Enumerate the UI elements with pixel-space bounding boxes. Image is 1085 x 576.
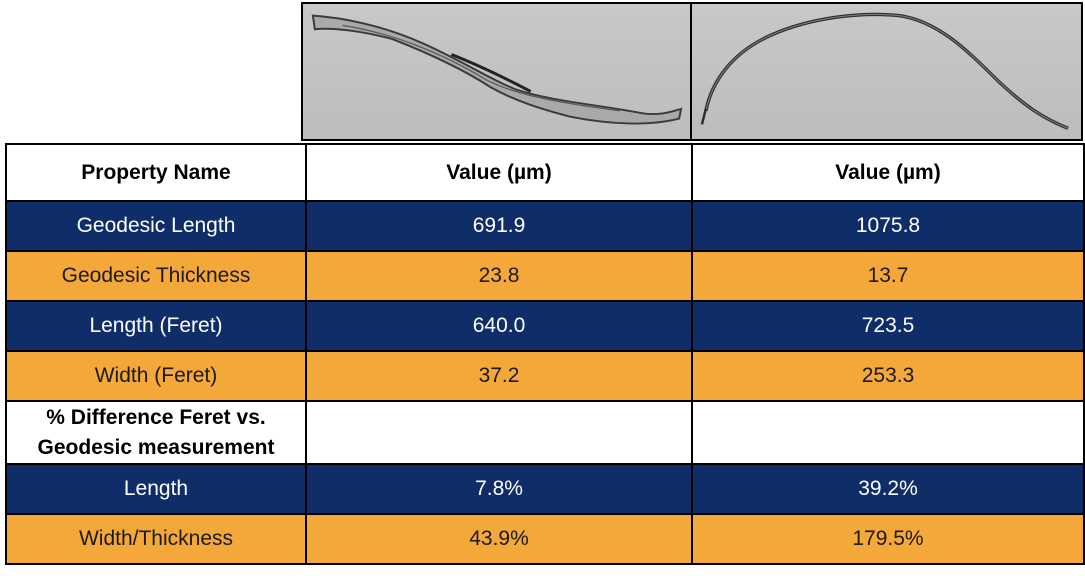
- row-value-1: 37.2: [305, 350, 693, 402]
- fiber-straight-icon: [311, 14, 683, 125]
- properties-table: Property Name Value (µm) Value (µm) Geod…: [5, 143, 1085, 565]
- section-label-line-1: % Difference Feret vs.: [46, 405, 266, 429]
- table-row: Width (Feret) 37.2 253.3: [5, 350, 1085, 402]
- section-label-line-2: Geodesic measurement: [37, 435, 275, 459]
- row-value-2: 13.7: [691, 250, 1085, 302]
- table-row: Length 7.8% 39.2%: [5, 463, 1085, 515]
- row-label: Width/Thickness: [5, 513, 307, 565]
- row-value-1: 640.0: [305, 300, 693, 352]
- row-value-1: 7.8%: [305, 463, 693, 515]
- row-label: Length (Feret): [5, 300, 307, 352]
- fiber-micrograph-1: [301, 2, 692, 141]
- fiber-curved-icon: [700, 12, 1069, 130]
- row-label: Width (Feret): [5, 350, 307, 402]
- section-header-row: % Difference Feret vs. Geodesic measurem…: [5, 400, 1085, 465]
- table-row: Geodesic Thickness 23.8 13.7: [5, 250, 1085, 302]
- section-empty-1: [305, 400, 693, 465]
- table-row: Length (Feret) 640.0 723.5: [5, 300, 1085, 352]
- table-row: Geodesic Length 691.9 1075.8: [5, 200, 1085, 252]
- micrograph-images: [301, 2, 1085, 143]
- row-value-2: 253.3: [691, 350, 1085, 402]
- row-label: Geodesic Length: [5, 200, 307, 252]
- section-empty-2: [691, 400, 1085, 465]
- header-value-1: Value (µm): [305, 143, 693, 202]
- section-label: % Difference Feret vs. Geodesic measurem…: [5, 400, 307, 465]
- row-value-2: 179.5%: [691, 513, 1085, 565]
- row-value-1: 691.9: [305, 200, 693, 252]
- header-value-2: Value (µm): [691, 143, 1085, 202]
- fiber-micrograph-2: [690, 2, 1083, 141]
- row-label: Length: [5, 463, 307, 515]
- row-value-2: 1075.8: [691, 200, 1085, 252]
- header-property-name: Property Name: [5, 143, 307, 202]
- row-value-1: 23.8: [305, 250, 693, 302]
- row-label: Geodesic Thickness: [5, 250, 307, 302]
- table-header-row: Property Name Value (µm) Value (µm): [5, 143, 1085, 202]
- row-value-2: 723.5: [691, 300, 1085, 352]
- row-value-2: 39.2%: [691, 463, 1085, 515]
- row-value-1: 43.9%: [305, 513, 693, 565]
- table-row: Width/Thickness 43.9% 179.5%: [5, 513, 1085, 565]
